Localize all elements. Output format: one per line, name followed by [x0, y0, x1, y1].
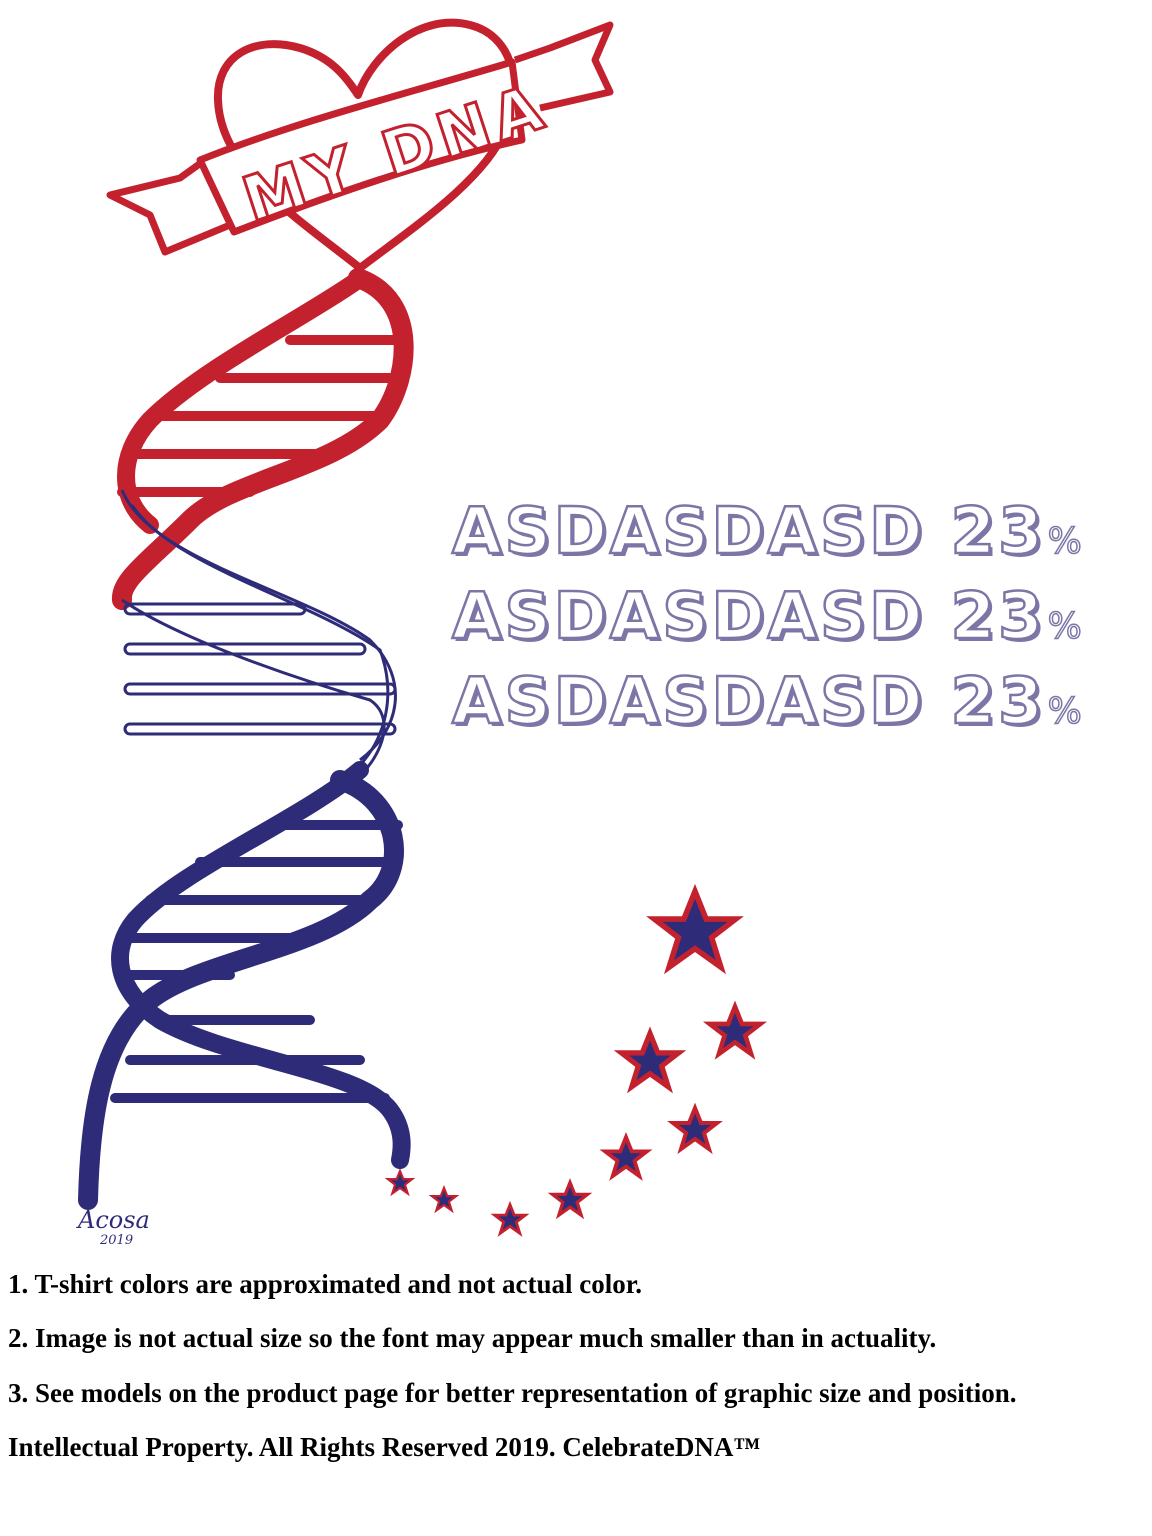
percent-unit: % — [1047, 521, 1085, 562]
svg-text:2019: 2019 — [99, 1233, 133, 1248]
star-icon — [702, 1000, 768, 1060]
percent-value: 23 — [949, 580, 1046, 654]
star-icon — [428, 1184, 460, 1214]
star-icon — [646, 883, 744, 975]
note-2: 2. Image is not actual size so the font … — [8, 1323, 937, 1354]
dna-helix-navy — [78, 761, 411, 1210]
percent-unit: % — [1047, 691, 1085, 732]
signature: Acosa 2019 — [76, 1206, 150, 1248]
dna-helix-red — [112, 268, 414, 610]
star-icon — [384, 1167, 416, 1197]
star-icon — [490, 1200, 530, 1237]
percent-label: ASDASDASD — [451, 580, 926, 654]
percent-line-1: ASDASDASD 23% — [451, 499, 1085, 566]
stars — [384, 883, 768, 1237]
percent-value: 23 — [949, 495, 1046, 569]
percent-unit: % — [1047, 606, 1085, 647]
dna-graphic: MY DNA — [76, 18, 768, 1248]
percent-line-2: ASDASDASD 23% — [451, 584, 1085, 651]
note-1: 1. T-shirt colors are approximated and n… — [8, 1269, 643, 1299]
ribbon-left-tail-icon — [106, 157, 232, 256]
dna-helix-outline — [120, 489, 397, 802]
copyright: Intellectual Property. All Rights Reserv… — [8, 1432, 761, 1463]
svg-text:Acosa: Acosa — [76, 1206, 150, 1234]
star-icon — [547, 1178, 593, 1220]
ribbon-banner — [196, 58, 526, 236]
note-3: 3. See models on the product page for be… — [8, 1377, 1017, 1408]
notes-section: 1. T-shirt colors are approximated and n… — [8, 1268, 1138, 1486]
star-icon — [599, 1131, 653, 1181]
star-icon — [613, 1026, 687, 1094]
ribbon-right-tail-icon — [513, 21, 614, 112]
percent-label: ASDASDASD — [451, 495, 926, 569]
star-icon — [667, 1102, 723, 1155]
percent-value: 23 — [949, 665, 1046, 739]
percent-line-3: ASDASDASD 23% — [451, 669, 1085, 736]
percent-label: ASDASDASD — [451, 665, 926, 739]
